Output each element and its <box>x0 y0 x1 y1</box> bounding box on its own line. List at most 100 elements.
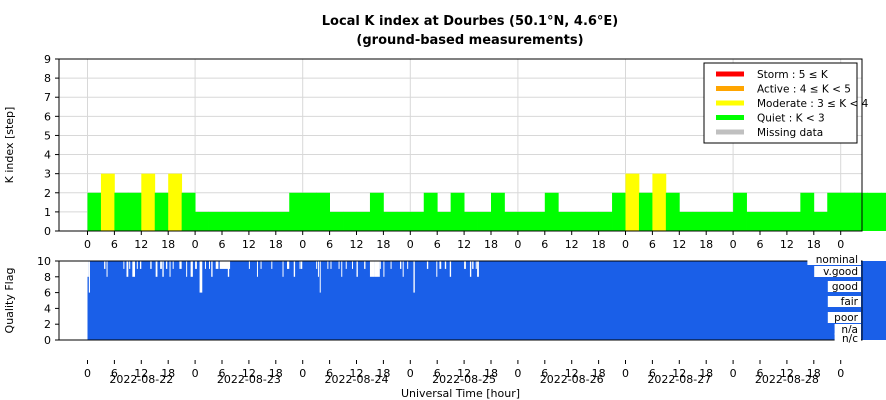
quality-level-label: v.good <box>823 266 858 278</box>
quality-flag-dip <box>356 261 358 277</box>
quality-flag-y-tick-label: 2 <box>44 318 51 331</box>
quality-flag-dip <box>402 261 404 277</box>
quality-flag-dip <box>469 261 472 277</box>
k-index-bar <box>652 173 667 231</box>
k-index-x-tick-label: 0 <box>622 238 629 251</box>
quality-flag-dip <box>129 261 131 269</box>
k-index-bar <box>289 192 304 231</box>
quality-flag-x-ticks: 0 6 12 18 0 6 12 18 0 6 12 18 0 6 12 18 0 6 12 18 0 6 12 18 0 6 12… <box>84 360 844 380</box>
quality-flag-dip <box>477 261 479 277</box>
k-index-bar <box>840 192 855 231</box>
k-index-x-tick-label: 18 <box>807 238 821 251</box>
quality-flag-dip <box>172 261 174 269</box>
k-index-bar <box>208 211 223 231</box>
k-index-y-tick-label: 5 <box>44 129 51 142</box>
quality-flag-dip <box>162 261 164 277</box>
quality-flag-y-ticks: 0 2 4 6 8 10 <box>37 255 59 347</box>
quality-flag-x-tick-label: 6 <box>649 367 656 380</box>
k-index-bar <box>423 192 438 231</box>
quality-level-label: poor <box>834 312 859 324</box>
quality-flag-dip <box>219 261 231 269</box>
quality-flag-x-tick-label: 0 <box>84 367 91 380</box>
k-index-x-tick-label: 0 <box>299 238 306 251</box>
date-label: 2022-08-22 <box>109 373 173 386</box>
quality-flag-dip <box>426 261 429 269</box>
quality-flag-x-tick-label: 18 <box>699 367 713 380</box>
k-index-x-tick-label: 12 <box>672 238 686 251</box>
quality-flag-x-tick-label: 6 <box>541 367 548 380</box>
quality-flag-dip <box>169 261 171 277</box>
k-index-bar <box>760 211 774 231</box>
k-index-bar <box>396 211 411 231</box>
k-index-bar <box>141 173 156 231</box>
quality-flag-x-tick-label: 18 <box>592 367 606 380</box>
k-index-bar <box>195 211 209 231</box>
quality-flag-frame <box>58 260 863 341</box>
quality-flag-x-tick-label: 0 <box>837 367 844 380</box>
quality-flag-dip <box>352 261 354 269</box>
quality-level-label-bg <box>807 254 861 265</box>
quality-level-label-bg <box>827 281 861 292</box>
date-label: 2022-08-27 <box>647 373 711 386</box>
quality-flag-dip <box>319 261 321 293</box>
k-index-x-tick-label: 6 <box>326 238 333 251</box>
quality-flag-y-tick-label: 0 <box>44 334 51 347</box>
quality-flag-x-tick-label: 6 <box>434 367 441 380</box>
legend-label: Active : 4 ≤ K < 5 <box>757 84 851 96</box>
k-index-bar <box>612 192 626 231</box>
k-index-bar <box>450 192 465 231</box>
k-index-bar <box>719 211 734 231</box>
k-index-x-tick-label: 6 <box>757 238 764 251</box>
legend-label: Storm : 5 ≤ K <box>757 69 829 81</box>
k-index-y-tick-label: 3 <box>44 168 51 181</box>
k-index-bar <box>638 192 653 231</box>
quality-flag-dip <box>87 261 89 277</box>
date-labels: 2022-08-22 2022-08-23 2022-08-24 2022-08-25… <box>109 373 819 386</box>
quality-flag-dip <box>475 261 477 269</box>
k-index-bar <box>168 173 183 231</box>
legend: Storm : 5 ≤ K Active : 4 ≤ K < 5 Moderate … <box>703 62 869 144</box>
k-index-bar <box>706 211 721 231</box>
k-index-x-tick-label: 18 <box>376 238 390 251</box>
quality-flag-x-tick-label: 12 <box>672 367 686 380</box>
k-index-x-tick-label: 0 <box>192 238 199 251</box>
quality-level-label: n/c <box>842 333 858 345</box>
date-label: 2022-08-23 <box>217 373 281 386</box>
quality-level-label-bg <box>834 324 861 335</box>
legend-label: Moderate : 3 ≤ K < 4 <box>757 98 869 110</box>
k-index-bar <box>154 192 169 231</box>
quality-flag-dip <box>293 261 296 277</box>
k-index-bar <box>558 211 573 231</box>
k-index-bar <box>222 211 236 231</box>
quality-level-label-bg <box>827 312 861 323</box>
quality-flag-dip <box>227 261 230 277</box>
quality-flag-dip <box>341 261 343 277</box>
quality-flag-dip <box>186 261 188 277</box>
quality-flag-dip <box>364 261 366 269</box>
k-index-bar <box>275 211 290 231</box>
k-index-bar <box>733 192 747 231</box>
k-index-y-tick-label: 9 <box>44 53 51 66</box>
quality-flag-x-tick-label: 18 <box>807 367 821 380</box>
quality-level-label: fair <box>841 296 859 308</box>
k-index-bar <box>571 211 586 231</box>
k-index-bar <box>679 211 694 231</box>
k-index-bar <box>625 173 640 231</box>
quality-flag-dip <box>300 261 303 269</box>
quality-flag-dip <box>256 261 258 277</box>
k-index-x-tick-label: 6 <box>219 238 226 251</box>
k-index-bar <box>262 211 277 231</box>
quality-flag-y-tick-label: 8 <box>44 271 51 284</box>
quality-flag-x-tick-label: 18 <box>484 367 498 380</box>
k-index-y-tick-label: 2 <box>44 187 51 200</box>
quality-flag-dip <box>88 261 90 293</box>
quality-flag-x-tick-label: 0 <box>514 367 521 380</box>
quality-flag-dip <box>436 261 438 277</box>
quality-flag-x-tick-label: 18 <box>269 367 283 380</box>
quality-flag-dip <box>369 261 375 277</box>
quality-flag-dip <box>132 261 136 277</box>
k-index-y-tick-label: 4 <box>44 149 51 162</box>
k-index-x-tick-label: 0 <box>514 238 521 251</box>
